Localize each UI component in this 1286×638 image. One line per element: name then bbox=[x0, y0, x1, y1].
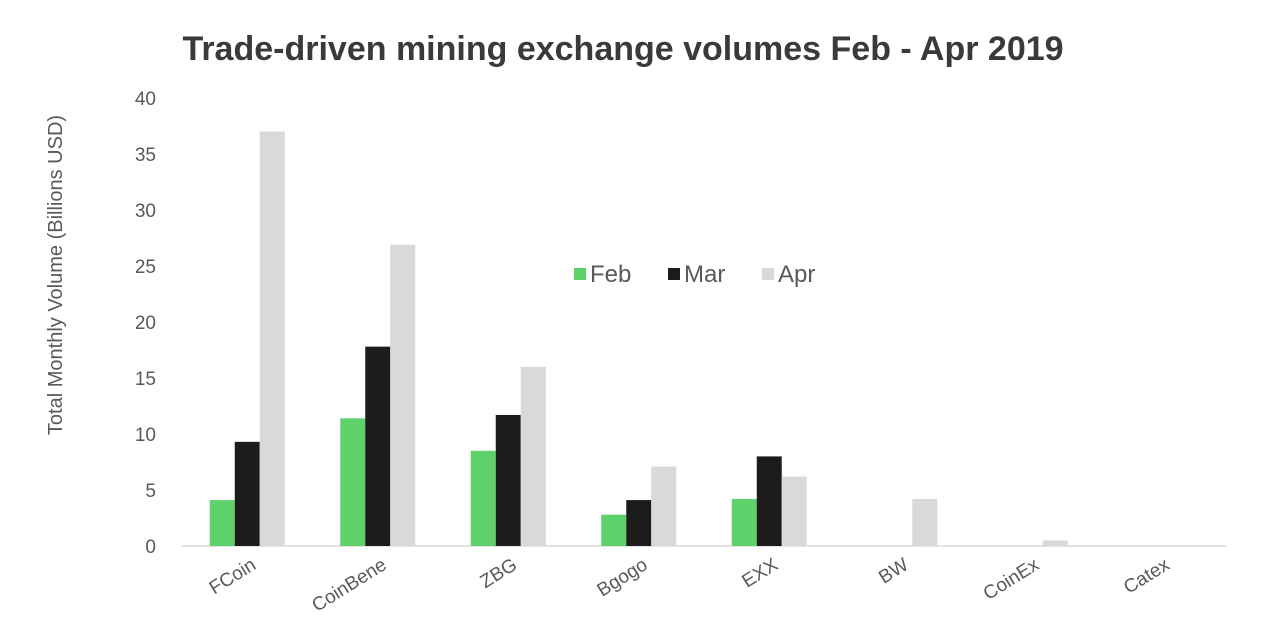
y-tick-label: 0 bbox=[145, 537, 156, 558]
legend-swatch-feb bbox=[574, 268, 586, 280]
x-tick-label: ZBG bbox=[477, 554, 521, 593]
y-tick-label: 15 bbox=[135, 369, 156, 390]
x-tick-label: Catex bbox=[1120, 554, 1174, 598]
y-tick-label: 20 bbox=[135, 313, 156, 334]
y-axis-title-group: Total Monthly Volume (Billions USD) bbox=[45, 115, 67, 435]
bar-apr-coinex bbox=[1042, 540, 1068, 546]
bar-mar-zbg bbox=[495, 414, 521, 546]
bar-mar-exx bbox=[756, 456, 782, 546]
y-axis-title: Total Monthly Volume (Billions USD) bbox=[45, 115, 67, 435]
y-tick-label: 40 bbox=[135, 89, 156, 110]
legend-swatch-mar bbox=[668, 268, 680, 280]
bar-feb-bgogo bbox=[601, 514, 627, 546]
bar-mar-coinbene bbox=[365, 346, 391, 546]
y-tick-label: 5 bbox=[145, 481, 156, 502]
bar-apr-zbg bbox=[520, 366, 546, 546]
legend-label-apr: Apr bbox=[778, 261, 815, 288]
y-tick-label: 25 bbox=[135, 257, 156, 278]
bars bbox=[209, 131, 1068, 546]
bar-feb-exx bbox=[731, 498, 757, 546]
chart-title: Trade-driven mining exchange volumes Feb… bbox=[182, 30, 1064, 68]
x-tick-label: BW bbox=[875, 554, 912, 588]
bar-apr-bw bbox=[912, 498, 938, 546]
x-tick-label: Bgogo bbox=[594, 554, 652, 601]
x-tick-label: EXX bbox=[739, 554, 783, 592]
bar-feb-zbg bbox=[470, 450, 496, 546]
bar-feb-coinbene bbox=[340, 418, 366, 546]
legend-label-feb: Feb bbox=[590, 261, 631, 288]
bar-feb-fcoin bbox=[209, 500, 235, 546]
category-labels: FCoin CoinBene ZBG Bgogo EXX BW CoinEx Catex bbox=[206, 554, 1174, 616]
x-tick-label: FCoin bbox=[206, 554, 260, 599]
bar-mar-bgogo bbox=[626, 500, 652, 546]
bar-apr-fcoin bbox=[259, 131, 285, 546]
legend: Feb Mar Apr bbox=[574, 261, 815, 288]
y-tick-label: 35 bbox=[135, 145, 156, 166]
y-tick-label: 10 bbox=[135, 425, 156, 446]
bar-apr-bgogo bbox=[651, 466, 677, 546]
x-tick-label: CoinBene bbox=[308, 554, 390, 616]
bar-apr-exx bbox=[781, 476, 807, 546]
bar-apr-coinbene bbox=[390, 244, 416, 546]
y-tick-label: 30 bbox=[135, 201, 156, 222]
bar-mar-fcoin bbox=[234, 441, 260, 546]
y-axis-ticks: 0 5 10 15 20 25 30 35 40 bbox=[135, 89, 156, 558]
legend-swatch-apr bbox=[762, 268, 774, 280]
legend-label-mar: Mar bbox=[684, 261, 725, 288]
x-tick-label: CoinEx bbox=[980, 554, 1043, 605]
